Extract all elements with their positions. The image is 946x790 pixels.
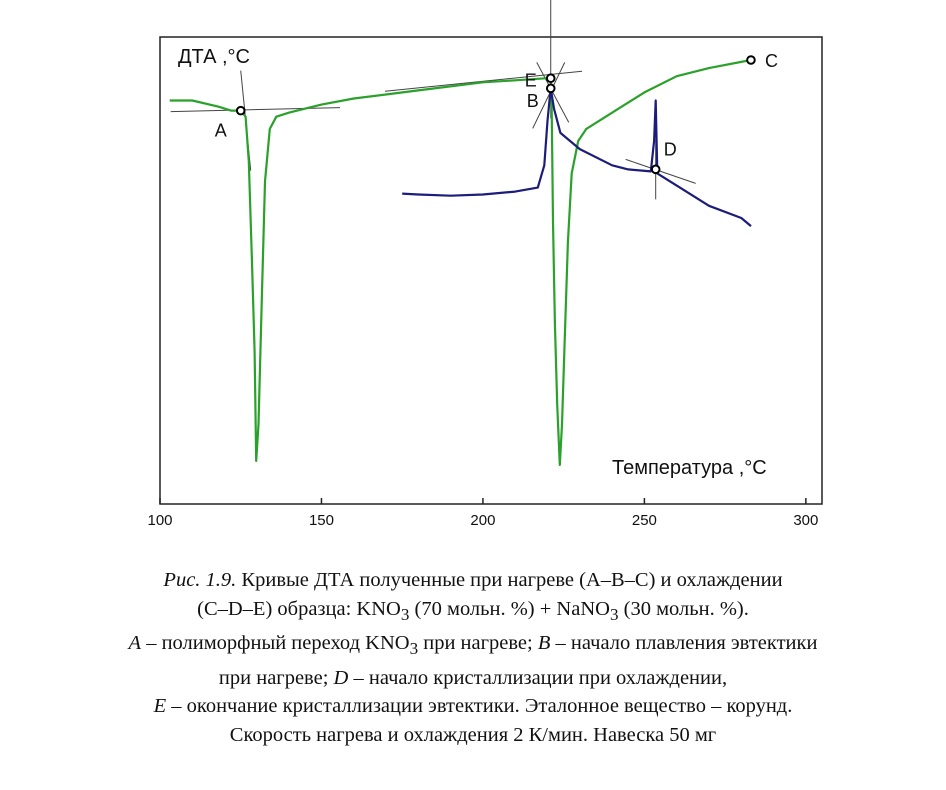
caption-letter: E [153, 695, 167, 718]
point-label-c: C [765, 51, 778, 71]
caption-line-5: E – окончание кристаллизации эвтектики. … [20, 692, 926, 721]
caption-line-6: Скорость нагрева и охлаждения 2 К/мин. Н… [229, 723, 717, 746]
caption-text: – окончание кристаллизации эвтектики. Эт… [166, 695, 793, 718]
point-marker-d [650, 164, 661, 175]
x-tick-label: 150 [309, 512, 334, 529]
caption-line-1: Рис. 1.9. Кривые ДТА полученные при нагр… [20, 566, 926, 595]
point-label-b: B [527, 91, 539, 111]
caption-text: (30 мольн. %). [618, 597, 749, 620]
point-label-e: E [525, 70, 537, 90]
series-line-2 [402, 87, 752, 227]
figure-number: Рис. 1.9. [163, 569, 237, 591]
caption-text: (70 мольн. %) + NaNO [409, 597, 610, 620]
caption-letter: D [333, 666, 349, 689]
caption-text: – начало кристаллизации при охлаждении, [348, 666, 728, 689]
x-tick-label: 100 [147, 512, 172, 529]
caption-text: при нагреве; [218, 666, 334, 689]
figure-caption: Рис. 1.9. Кривые ДТА полученные при нагр… [20, 566, 926, 749]
caption-text: – начало плавления эвтектики [550, 632, 818, 655]
tangent-line [170, 107, 341, 113]
x-tick-label: 300 [793, 512, 818, 529]
caption-text: (С–D–Е) образца: KNO [197, 597, 401, 620]
caption-line-4: при нагреве; D – начало кристаллизации п… [20, 664, 926, 693]
point-marker-c [746, 55, 756, 65]
point-marker-a [235, 105, 246, 116]
point-label-d: D [664, 139, 677, 159]
x-tick-label: 200 [470, 512, 495, 529]
point-markers: A B C D E [215, 51, 778, 175]
caption-letter: A [128, 632, 142, 655]
x-axis-ticks: 100 150 200 250 300 [147, 498, 818, 529]
caption-line-3: A – полиморфный переход KNO3 при нагреве… [20, 629, 926, 664]
point-marker-e [545, 83, 556, 94]
subscript: 3 [609, 604, 619, 624]
series-group [169, 58, 752, 467]
plot-frame [159, 36, 823, 505]
caption-text: при нагреве; [418, 632, 538, 655]
point-marker-b [545, 73, 556, 84]
caption-text: Кривые ДТА полученные при нагреве (А–В–С… [236, 569, 783, 591]
series-line-1 [169, 58, 752, 467]
point-label-a: A [215, 121, 227, 141]
x-tick-label: 250 [632, 512, 657, 529]
tangent-line [532, 62, 566, 129]
x-axis-label: Температура ,°С [612, 457, 767, 479]
y-axis-label: ДТА ,°С [178, 46, 250, 68]
caption-letter: B [537, 632, 551, 655]
dta-chart: 100 150 200 250 300 A B C D E ДТА ,°С Температур… [147, 0, 823, 529]
tangent-line [625, 158, 696, 184]
caption-text: – полиморфный переход KNO [141, 632, 410, 655]
subscript: 3 [409, 639, 419, 659]
subscript: 3 [400, 604, 410, 624]
caption-line-2: (С–D–Е) образца: KNO3 (70 мольн. %) + Na… [20, 595, 926, 630]
